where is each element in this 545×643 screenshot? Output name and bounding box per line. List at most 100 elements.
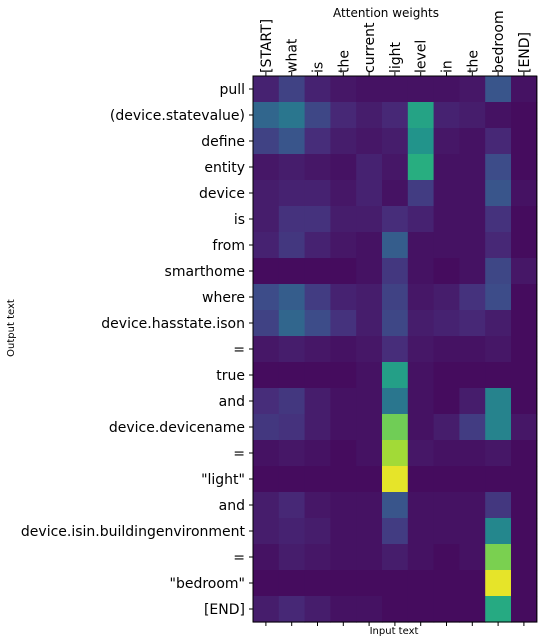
heatmap-cell [278,180,306,207]
heatmap-cell [356,440,383,467]
y-tick-label: device.devicename [109,420,245,436]
heatmap-cell [459,544,486,571]
heatmap-cell [356,518,383,545]
heatmap-cell [278,284,306,311]
heatmap-cell [278,310,306,337]
y-tick-label: = [233,550,245,566]
heatmap-cell [278,154,306,181]
heatmap-cell [253,388,280,415]
heatmap-cell [459,76,486,103]
heatmap-cell [511,492,538,519]
heatmap-cell [459,310,486,337]
heatmap-cell [330,388,357,415]
heatmap-cell [253,440,280,467]
heatmap-cell [382,388,409,415]
heatmap-cell [253,544,280,571]
heatmap-cell [304,492,331,519]
heatmap-cell [433,492,460,519]
heatmap-cell [485,362,512,389]
heatmap-cell [356,544,383,571]
heatmap-cell [356,258,383,285]
heatmap-cell [304,180,331,207]
heatmap-cell [433,518,460,545]
heatmap-cell [278,388,306,415]
heatmap-cell [304,414,331,441]
heatmap-cell [433,102,460,129]
heatmap-cell [433,544,460,571]
heatmap-cell [382,102,409,129]
heatmap-cell [304,206,331,233]
heatmap-cell [253,596,280,623]
heatmap-cell [407,388,435,415]
heatmap-cell [278,232,306,259]
heatmap-cell [382,570,409,597]
heatmap-cell [485,128,512,155]
heatmap-cell [459,284,486,311]
heatmap-cell [253,362,280,389]
heatmap-cell [459,388,486,415]
heatmap-cell [407,596,435,623]
heatmap-cell [330,336,357,363]
heatmap-cell [485,180,512,207]
heatmap-cell [511,466,538,493]
heatmap-cell [407,440,435,467]
heatmap-cell [356,596,383,623]
heatmap-cell [433,388,460,415]
heatmap-cell [433,570,460,597]
heatmap-cell [485,492,512,519]
y-tick-label: "light" [201,472,245,488]
heatmap-cell [253,258,280,285]
heatmap-cell [459,154,486,181]
heatmap-cell [330,570,357,597]
heatmap-cell [304,388,331,415]
heatmap-cell [485,76,512,103]
heatmap-cell [253,76,280,103]
y-tick-label: device.isin.buildingenvironment [21,524,246,540]
heatmap-cell [382,492,409,519]
heatmap-cell [304,310,331,337]
heatmap-cell [278,492,306,519]
heatmap-cell [459,492,486,519]
heatmap-cell [511,180,538,207]
y-tick-label: and [219,498,245,514]
heatmap-cell [511,336,538,363]
heatmap-cell [382,336,409,363]
plot-frame [252,75,538,623]
heatmap-cell [253,128,280,155]
heatmap-cell [356,180,383,207]
heatmap-cell [356,76,383,103]
heatmap-cell [253,310,280,337]
heatmap-cell [511,154,538,181]
heatmap-cell [382,414,409,441]
heatmap-cell [382,232,409,259]
heatmap-cell [382,544,409,571]
heatmap-cell [433,180,460,207]
heatmap-cell [330,102,357,129]
heatmap-cell [485,336,512,363]
y-tick-label: where [202,290,245,306]
heatmap-cell [382,440,409,467]
heatmap-cell [511,362,538,389]
heatmap-cell [382,284,409,311]
heatmap-cell [382,154,409,181]
y-tick-label: true [216,368,245,384]
heatmap-cell [382,596,409,623]
heatmap-cell [330,154,357,181]
heatmap-cell [459,414,486,441]
heatmap-cell [278,440,306,467]
heatmap-cell [407,206,435,233]
heatmap-cell [278,414,306,441]
heatmap-cell [485,206,512,233]
heatmap-cell [278,466,306,493]
heatmap-cell [407,258,435,285]
heatmap-cell [278,570,306,597]
heatmap-cell [407,362,435,389]
heatmap-cell [459,232,486,259]
heatmap-cell [382,76,409,103]
heatmap-cell [253,414,280,441]
heatmap-cell [511,414,538,441]
heatmap-cell [330,206,357,233]
y-tick-label: (device.statevalue) [110,108,245,124]
y-axis-label: Output text [6,299,17,357]
heatmap-cell [304,518,331,545]
